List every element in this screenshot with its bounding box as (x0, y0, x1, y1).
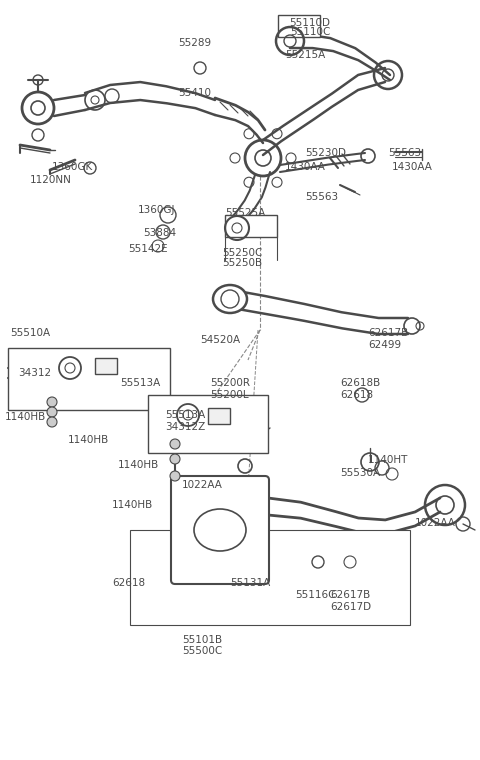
Text: 54520A: 54520A (200, 335, 240, 345)
Circle shape (170, 454, 180, 464)
Text: 55131A: 55131A (230, 578, 270, 588)
Text: 62617B: 62617B (330, 590, 370, 600)
Text: 62618B: 62618B (340, 378, 380, 388)
Text: 1360GJ: 1360GJ (138, 205, 176, 215)
Bar (95, 358, 117, 374)
Bar (225, 215, 277, 237)
Text: 1120NN: 1120NN (30, 175, 72, 185)
Text: 1430AA: 1430AA (285, 162, 326, 172)
Bar (148, 395, 268, 453)
Bar (130, 530, 410, 625)
Text: 34312: 34312 (18, 368, 51, 378)
Text: 62618: 62618 (340, 390, 373, 400)
Text: 1022AA: 1022AA (182, 480, 223, 490)
Circle shape (47, 417, 57, 427)
Text: 1140HB: 1140HB (112, 500, 153, 510)
Text: 55563: 55563 (305, 192, 338, 202)
Text: 34312Z: 34312Z (165, 422, 205, 432)
Text: 62499: 62499 (368, 340, 401, 350)
Text: 55289: 55289 (178, 38, 211, 48)
Bar (278, 15, 320, 37)
Text: 55215A: 55215A (285, 50, 325, 60)
Text: 55250C: 55250C (222, 248, 263, 258)
Text: 55110D: 55110D (289, 18, 331, 28)
Circle shape (47, 407, 57, 417)
FancyBboxPatch shape (171, 476, 269, 584)
Text: 62618: 62618 (112, 578, 145, 588)
Text: 1022AA: 1022AA (415, 518, 456, 528)
Text: 1360GK: 1360GK (52, 162, 93, 172)
Text: 55110C: 55110C (290, 27, 330, 37)
Text: 55410: 55410 (178, 88, 211, 98)
Circle shape (170, 439, 180, 449)
Text: 55230D: 55230D (305, 148, 346, 158)
Text: 1430AA: 1430AA (392, 162, 433, 172)
Bar (208, 408, 230, 424)
Text: 55250B: 55250B (222, 258, 262, 268)
Text: 62617B: 62617B (368, 328, 408, 338)
Text: 55525A: 55525A (225, 208, 265, 218)
Text: 55563: 55563 (388, 148, 421, 158)
Text: 55500C: 55500C (182, 646, 222, 656)
Text: 55530A: 55530A (340, 468, 380, 478)
Ellipse shape (213, 285, 247, 313)
Text: 1140HB: 1140HB (68, 435, 109, 445)
Text: 1140HT: 1140HT (368, 455, 408, 465)
Text: 55513A: 55513A (165, 410, 205, 420)
Text: 55200L: 55200L (210, 390, 249, 400)
Text: 55510A: 55510A (10, 328, 50, 338)
Text: 62617D: 62617D (330, 602, 371, 612)
Text: 55101B: 55101B (182, 635, 222, 645)
Text: 55200R: 55200R (210, 378, 250, 388)
Text: 55142E: 55142E (128, 244, 168, 254)
Text: 53884: 53884 (143, 228, 176, 238)
Text: 1140HB: 1140HB (118, 460, 159, 470)
Text: 1140HB: 1140HB (5, 412, 46, 422)
Circle shape (170, 471, 180, 481)
Text: 55513A: 55513A (120, 378, 160, 388)
Circle shape (47, 397, 57, 407)
Text: 55116C: 55116C (295, 590, 336, 600)
Bar (8, 348, 170, 410)
